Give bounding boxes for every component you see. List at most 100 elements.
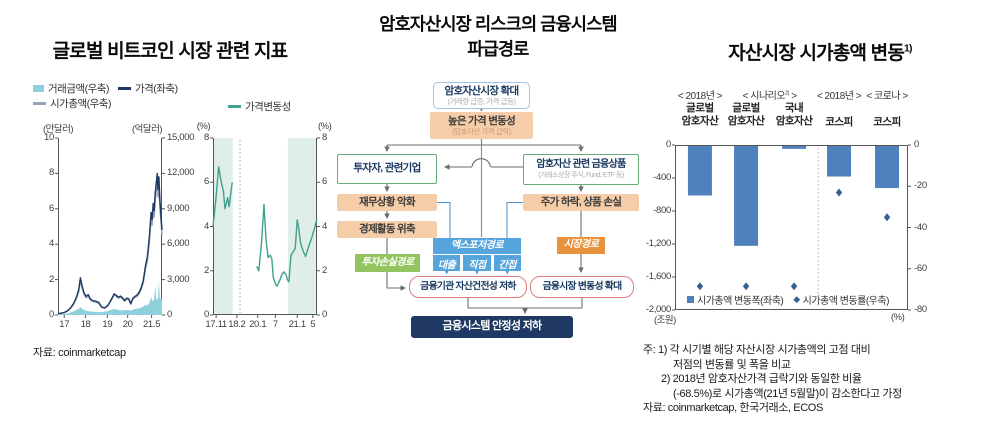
box-bank-soundness: 금융기관 자산건전성 저하 — [409, 276, 527, 298]
axis-unit-vol-left: (%) — [196, 121, 211, 132]
right-panel-title: 자산시장 시가총액 변동1) — [728, 43, 912, 64]
bar-category-label: 글로벌 암호자산 — [681, 102, 719, 127]
tick-label: 15,000 — [167, 132, 195, 143]
tick-label: 8 — [322, 132, 327, 143]
box-crypto-market-expand: 암호자산시장 확대 (거래량 급증, 가격 급등) — [433, 82, 530, 109]
panel-risk-diagram: 암호자산시장 리스크의 금융시스템 파급경로 — [333, 0, 663, 435]
tick-label: 2 — [322, 264, 327, 276]
bar-unit-left: (조원) — [654, 315, 676, 326]
box-investors: 투자자, 관련기업 — [337, 154, 437, 184]
box-loss-path: 투자손실경로 — [355, 254, 420, 272]
volatility-swatch-icon — [228, 105, 241, 108]
box-market-path: 시장경로 — [557, 237, 605, 254]
box-crypto-market-expand-title: 암호자산시장 확대 — [444, 84, 520, 97]
legend-price-label: 가격(좌축) — [134, 83, 178, 95]
tick-label: 3,000 — [167, 273, 190, 285]
left-source: 자료: coinmarketcap — [33, 347, 126, 359]
tick-label: 4 — [49, 238, 54, 250]
box-financial-products: 암호자산 관련 금융상품 (거래소상장 주식, Fund, ETF 등) — [523, 154, 639, 185]
chart-marketcap-change: 시가총액 변동폭(좌축) ◆ 시가총액 변동률(우축) 0 -400 -800 -1,… — [646, 139, 927, 315]
legend-main: 거래금액(우축) 가격(좌축) 시가총액(우축) — [33, 81, 187, 111]
price-swatch-icon — [117, 87, 131, 90]
chart-bitcoin-price: 10 8 6 4 2 0 15,000 12,000 9,000 6,000 3,000 0 17 18 1… — [44, 132, 195, 330]
bar-group-header: < 2018년 > — [677, 91, 723, 102]
tick-label: 2 — [49, 273, 54, 285]
legend-volatility-label: 가격변동성 — [245, 101, 291, 113]
tick-label: -80 — [914, 304, 927, 315]
panel-bitcoin-indicators: 글로벌 비트코인 시장 관련 지표 거래금액(우축) 가격(좌축) 시가총액(우… — [0, 0, 333, 435]
box-economy-shrink: 경제활동 위축 — [337, 221, 437, 238]
tick-label: 0 — [666, 139, 671, 150]
tick-label: 5 — [310, 319, 316, 330]
box-market-volatility-expand: 금융시장 변동성 확대 — [530, 276, 634, 298]
tick-label: -1,200 — [645, 238, 671, 249]
footnote-line: 주: 1) 각 시기별 해당 자산시장 시가총액의 고점 대비 — [643, 344, 871, 356]
mid-title-line1: 암호자산시장 리스크의 금융시스템 — [379, 14, 617, 34]
tick-label: 0 — [49, 309, 54, 320]
tick-label: 0 — [167, 309, 172, 320]
box-high-volatility: 높은 가격 변동성 (암호자산 가격 급락) — [430, 112, 533, 139]
tick-label: -60 — [914, 262, 927, 274]
tick-label: -2,000 — [645, 304, 671, 315]
tick-label: 6 — [204, 176, 209, 188]
box-high-volatility-title: 높은 가격 변동성 — [447, 114, 516, 127]
dot-legend-label: 시가총액 변동률(우축) — [802, 296, 890, 307]
chart-bitcoin-volatility: 8 6 4 2 0 8 6 4 2 0 17.11 18.2 20.1 7 21.1 5 — [204, 132, 327, 330]
footnote-line: 자료: coinmarketcap, 한국거래소, ECOS — [643, 402, 823, 414]
diamond-swatch-icon: ◆ — [793, 294, 800, 304]
tick-label: 20 — [122, 319, 133, 330]
tick-label: 0 — [322, 309, 327, 320]
tick-label: 8 — [49, 167, 54, 179]
tick-label: 6 — [322, 176, 327, 188]
tick-label: 17 — [59, 319, 70, 330]
tick-label: -40 — [914, 221, 927, 233]
tick-label: -1,600 — [645, 271, 671, 282]
tick-label: -400 — [653, 172, 671, 183]
legend-marketcap-label: 시가총액(우축) — [50, 98, 111, 110]
bar-category-label: 코스피 — [873, 116, 901, 128]
panel-marketcap-change: 자산시장 시가총액 변동1) 시가총액 변동폭(좌축) ◆ 시가총액 변동률(우… — [640, 0, 1000, 435]
mid-title-line2: 파급경로 — [467, 39, 529, 59]
tick-label: 21.5 — [142, 319, 161, 330]
tick-label: 4 — [204, 220, 209, 232]
footnote-line: (-68.5%)로 시가총액(21년 5월말)이 감소한다고 가정 — [673, 387, 902, 400]
exposure-cells: 대출 직접 간접 — [433, 255, 521, 271]
box-stock-fall: 주가 하락, 상품 손실 — [523, 194, 639, 211]
bar-unit-right: (%) — [891, 312, 905, 323]
footnote-line: 2) 2018년 암호자산가격 급락기와 동일한 비율 — [661, 373, 862, 385]
axis-unit-vol-right: (%) — [318, 121, 332, 132]
tick-label: 10 — [44, 132, 54, 143]
cell-indirect: 간접 — [493, 255, 521, 271]
tick-label: -20 — [914, 180, 927, 192]
tick-label: 0 — [204, 309, 209, 320]
bar-category-label: 코스피 — [825, 116, 853, 128]
tick-label: 18.2 — [228, 319, 246, 330]
volume-swatch-icon — [33, 85, 44, 92]
bar-group-header: < 2018년 > — [816, 91, 862, 102]
tick-label: 4 — [322, 220, 327, 232]
box-crypto-market-expand-subtitle: (거래량 급증, 가격 급등) — [447, 96, 516, 106]
left-panel-title: 글로벌 비트코인 시장 관련 지표 — [52, 41, 289, 62]
right-title-footnote-mark: 1) — [904, 43, 912, 55]
bar-group-header: < 시나리오2) > — [742, 90, 797, 102]
bar-legend-label: 시가총액 변동폭(좌축) — [697, 296, 784, 307]
cell-loans: 대출 — [433, 255, 461, 271]
mid-panel-title: 암호자산시장 리스크의 금융시스템 파급경로 — [333, 12, 663, 62]
footnote-line: 저점의 변동률 및 폭을 비교 — [673, 358, 791, 371]
box-exposure-path: 엑스포저경로 — [433, 238, 521, 254]
marketcap-swatch-icon — [33, 102, 46, 105]
tick-label: 0 — [914, 139, 919, 150]
tick-label: 9,000 — [167, 202, 190, 214]
tick-label: 20.1 — [249, 319, 267, 330]
diagram-connectors — [384, 106, 584, 315]
bar-legend: 시가총액 변동폭(좌축) ◆ 시가총액 변동률(우축) — [687, 292, 889, 307]
tick-label: 8 — [204, 132, 209, 143]
tick-label: 6,000 — [167, 238, 190, 250]
tick-label: -800 — [653, 205, 671, 216]
box-high-volatility-subtitle: (암호자산 가격 급락) — [452, 126, 511, 136]
cell-direct: 직접 — [463, 255, 491, 271]
bar-swatch-icon — [687, 296, 694, 303]
tick-label: 21.1 — [288, 319, 307, 330]
